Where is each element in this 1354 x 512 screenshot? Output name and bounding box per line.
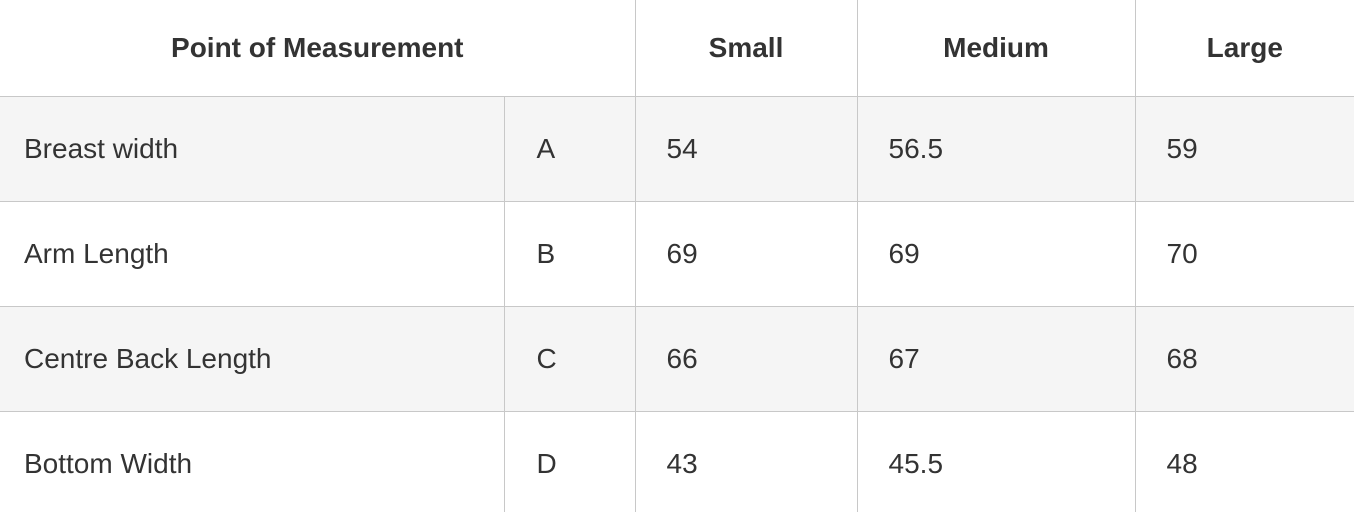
size-value: 56.5 [856,96,1136,202]
size-value: 59 [1134,96,1354,202]
size-value: 48 [1134,411,1354,512]
table-header: Point of Measurement Small Medium Large [0,0,1354,97]
table-row: Centre Back Length C 66 67 68 [0,306,1354,412]
header-cell: Large [1134,0,1354,97]
table-row: Bottom Width D 43 45.5 48 [0,411,1354,512]
measurement-name: Breast width [0,96,505,202]
size-value: 43 [634,411,858,512]
size-value: 66 [634,306,858,412]
measurement-name: Arm Length [0,201,505,307]
size-value: 69 [856,201,1136,307]
measurement-code: A [503,96,636,202]
table-body: Breast width A 54 56.5 59 Arm Length B 69 69 70 Ce… [0,96,1354,512]
header-cell: Medium [856,0,1136,97]
size-value: 45.5 [856,411,1136,512]
size-value: 54 [634,96,858,202]
table-row: Breast width A 54 56.5 59 [0,96,1354,202]
header-cell: Point of Measurement [0,0,636,97]
table-row: Arm Length B 69 69 70 [0,201,1354,307]
measurement-code: C [503,306,636,412]
size-value: 67 [856,306,1136,412]
measurement-name: Bottom Width [0,411,505,512]
measurement-code: B [503,201,636,307]
measurement-name: Centre Back Length [0,306,505,412]
measurement-code: D [503,411,636,512]
size-value: 69 [634,201,858,307]
header-row: Point of Measurement Small Medium Large [0,0,1354,97]
size-value: 70 [1134,201,1354,307]
header-cell: Small [634,0,858,97]
size-value: 68 [1134,306,1354,412]
